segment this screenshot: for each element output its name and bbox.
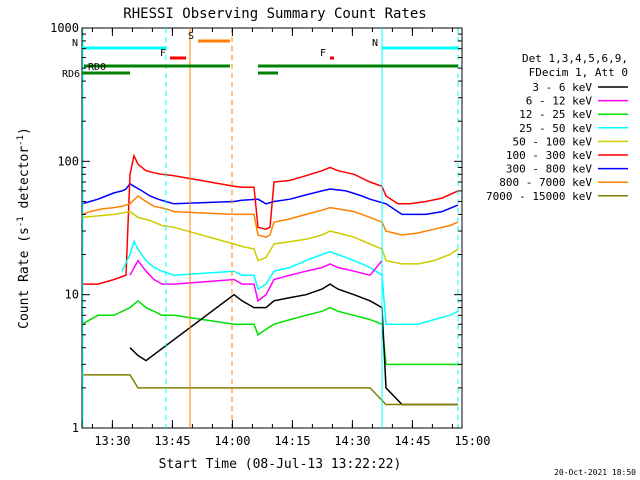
rd6-label: RD6 [62,69,80,80]
legend-header-line: FDecim 1, Att 0 [529,66,628,79]
y-axis-label: Count Rate (s-1 detector-1) [16,127,32,329]
y-axis-label-part: ) [17,127,32,135]
series-line [129,283,458,406]
marker-label: F [160,48,166,59]
x-tick-label: 14:15 [274,434,310,448]
annotation-layer: N N F F S RD0 RD6 [62,28,459,428]
x-tick-label: 15:00 [454,434,490,448]
legend-entry-label: 100 - 300 keV [506,149,592,162]
series-line [129,259,383,303]
y-tick-label: 1000 [50,21,79,35]
y-tick-label: 10 [65,288,79,302]
marker-label: N [72,38,78,49]
chart-title: RHESSI Observing Summary Count Rates [123,6,426,22]
legend-entry-label: 25 - 50 keV [519,122,592,135]
x-tick-label: 13:45 [154,434,190,448]
marker-label: F [320,48,326,59]
legend-entry-label: 800 - 7000 keV [499,176,592,189]
x-tick-label: 14:00 [214,434,250,448]
rd0-label: RD0 [88,62,106,73]
legend-entry-label: 50 - 100 keV [513,135,593,148]
legend-header-line: Det 1,3,4,5,6,9, [522,52,628,65]
x-tick-label: 14:30 [334,434,370,448]
x-tick-label: 14:45 [394,434,430,448]
footer-date: 20-Oct-2021 18:50 [554,468,636,477]
y-tick-label: 100 [57,154,79,168]
legend-entry-label: 3 - 6 keV [532,81,592,94]
marker-label: N [372,38,378,49]
series-line [82,153,459,285]
x-axis-label: Start Time (08-Jul-13 13:22:22) [159,457,402,472]
y-axis-label-part: detector [17,146,32,217]
legend-entry-label: 12 - 25 keV [519,108,592,121]
y-axis-label-part: Count Rate (s [17,227,32,329]
axis-layer: 1 10 100 1000 13:30 13:45 14:00 14:15 14:30 14:45… [50,21,490,448]
series-line [121,239,459,325]
y-axis-label-part: -1 [16,135,26,146]
legend-entry-label: 7000 - 15000 keV [486,190,592,203]
series-line [81,195,459,239]
y-tick-label: 1 [72,421,79,435]
marker-label: S [188,31,194,42]
y-axis-label-part: -1 [16,216,26,227]
legend-entry-label: 300 - 800 keV [506,163,592,176]
legend: Det 1,3,4,5,6,9,FDecim 1, Att 0 3 - 6 keV… [486,52,628,203]
legend-entry-label: 6 - 12 keV [526,95,593,108]
series-line [81,299,458,366]
series-layer [81,153,459,406]
series-line [82,374,458,406]
x-tick-label: 13:30 [94,434,130,448]
series-line [81,210,459,265]
series-line [81,182,459,216]
